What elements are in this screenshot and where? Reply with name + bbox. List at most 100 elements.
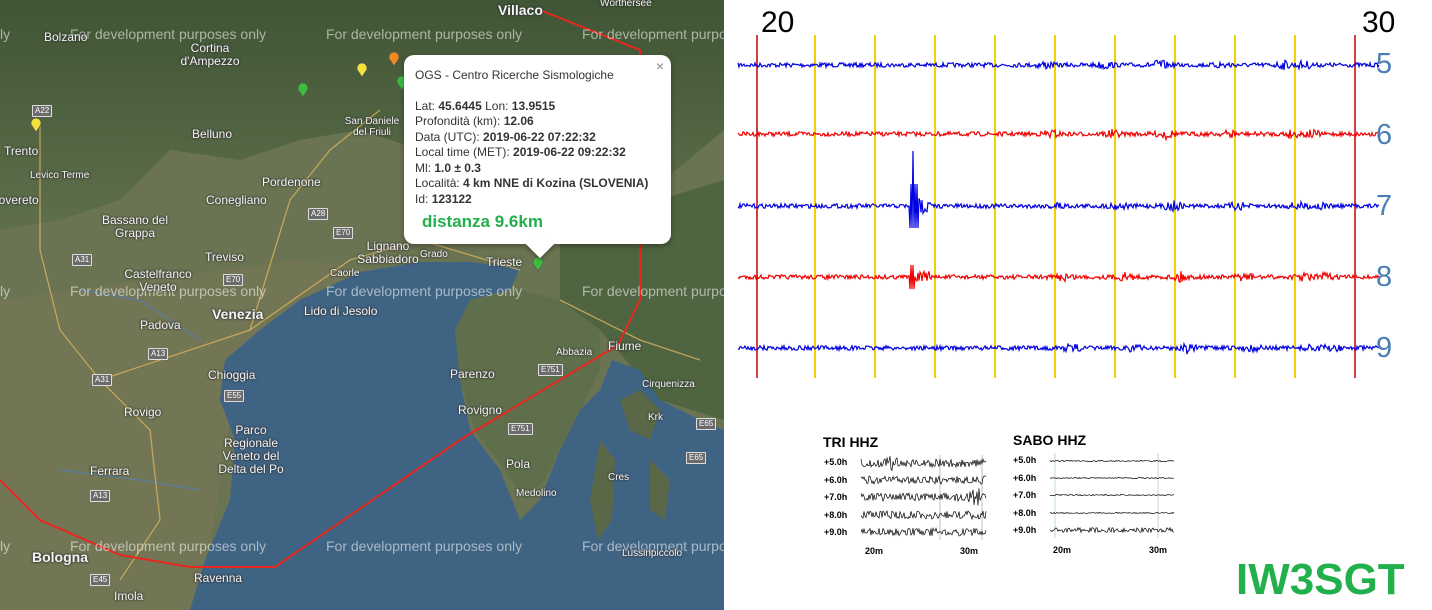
place-label: Bolzano — [44, 30, 88, 44]
road-shield: E70 — [223, 274, 244, 286]
place-label: Krk — [648, 412, 663, 423]
watermark: For development purposes only — [582, 538, 724, 554]
watermark: For development purposes only — [326, 283, 523, 299]
place-label: Lido di Jesolo — [304, 304, 378, 318]
road-shield: A28 — [308, 208, 329, 220]
place-label: Rovigno — [458, 403, 503, 417]
mini-trace — [860, 475, 986, 485]
place-label: Cortina d'Ampezzo — [180, 41, 240, 68]
local-label: Local time (MET): — [415, 145, 510, 159]
place-label: Venezia — [212, 306, 264, 322]
mini-trace — [1049, 459, 1175, 463]
road-shield: A31 — [72, 254, 93, 266]
popup-date: Data (UTC): 2019-06-22 07:22:32 — [415, 130, 661, 146]
road-shield: A13 — [90, 490, 111, 502]
seismic-trace — [737, 58, 1380, 71]
lat-label: Lat: — [415, 98, 436, 113]
map-view[interactable]: For development purposes only For develo… — [0, 0, 724, 610]
mini-row-label: +5.0h — [824, 457, 848, 467]
mini-trace — [860, 509, 987, 521]
place-label: Lignano Sabbiadoro — [357, 239, 419, 266]
lon-value: 13.9515 — [511, 98, 556, 113]
loc-value: 4 km NNE di Kozina (SLOVENIA) — [463, 176, 649, 190]
road-shield: E55 — [224, 390, 245, 402]
marker-pin-icon[interactable] — [356, 62, 368, 78]
id-label: Id: — [415, 191, 429, 206]
mini-row-label: +9.0h — [1013, 525, 1037, 535]
lat-value: 45.6445 — [438, 98, 482, 113]
watermark: For development purposes only — [70, 26, 267, 42]
mini-plots — [860, 453, 1175, 540]
place-label: Imola — [114, 589, 144, 603]
seismic-trace — [737, 264, 1380, 290]
lon-label: Lon: — [485, 98, 509, 113]
place-label: Castelfranco Veneto — [124, 267, 192, 294]
date-label: Data (UTC): — [415, 129, 480, 144]
place-label: Belluno — [192, 127, 233, 141]
place-label: Cres — [608, 472, 630, 483]
marker-pin-icon[interactable] — [297, 82, 309, 98]
popup-depth: Profondità (km): 12.06 — [415, 114, 661, 130]
place-label: Grado — [420, 249, 448, 260]
seismic-trace — [737, 150, 1380, 229]
mini-row-label: +5.0h — [1013, 455, 1037, 465]
id-value: 123122 — [431, 191, 472, 206]
place-label: San Daniele del Friuli — [344, 116, 400, 138]
popup-magnitude: Ml: 1.0 ± 0.3 — [415, 161, 661, 177]
ml-value: 1.0 ± 0.3 — [434, 160, 481, 175]
place-label: Ravenna — [194, 571, 243, 585]
popup-location: Località: 4 km NNE di Kozina (SLOVENIA) — [415, 176, 661, 192]
road-shield: A13 — [148, 348, 169, 360]
place-label: Parenzo — [450, 367, 495, 381]
place-label: Cirquenizza — [642, 379, 695, 390]
station-callsign: IW3SGT — [1236, 555, 1405, 604]
mini-trace — [1049, 526, 1175, 534]
mini-trace — [860, 456, 987, 472]
mini-row-label: +7.0h — [1013, 490, 1037, 500]
popup-coordinates: Lat: 45.6445 Lon: 13.9515 — [415, 99, 661, 115]
watermark: For development purposes only — [0, 26, 11, 42]
mini-axis-label: 30m — [1149, 545, 1168, 555]
road-shield: E65 — [686, 452, 707, 464]
mini-row-label: +8.0h — [824, 510, 848, 520]
watermark: For development purposes only — [0, 538, 11, 554]
mini-trace — [860, 488, 987, 506]
road-shield: E65 — [696, 418, 717, 430]
road-shield: E70 — [333, 227, 354, 239]
event-info-popup: × OGS - Centro Ricerche Sismologiche Lat… — [404, 55, 671, 259]
place-label: Abbazia — [556, 347, 593, 358]
trace-hour-label: 5 — [1376, 48, 1393, 80]
road-shield: A31 — [92, 374, 113, 386]
depth-value: 12.06 — [503, 114, 534, 128]
place-label: Ferrara — [90, 464, 130, 478]
road-shield: E45 — [90, 574, 111, 586]
place-label: Medolino — [516, 488, 557, 499]
mini-axis-label: 20m — [1053, 545, 1072, 555]
watermark: For development purposes only — [326, 26, 523, 42]
mini-row-label: +7.0h — [824, 492, 848, 502]
place-label: Conegliano — [206, 193, 267, 207]
mini-plot-title: TRI HHZ — [823, 434, 879, 450]
earthquake-marker-icon[interactable] — [532, 256, 544, 272]
place-label: Trieste — [486, 255, 523, 269]
mini-row-label: +8.0h — [1013, 508, 1037, 518]
seismic-trace — [737, 341, 1380, 355]
trace-hour-label: 9 — [1376, 332, 1393, 364]
depth-label: Profondità (km): — [415, 114, 501, 128]
watermark: For development purposes only — [70, 283, 267, 299]
mini-plot-title: SABO HHZ — [1013, 432, 1087, 448]
place-label: Villaco — [498, 2, 543, 18]
place-label: Levico Terme — [30, 170, 90, 181]
place-label: Wörthersee — [600, 0, 652, 9]
place-label: Treviso — [205, 250, 244, 264]
road-shield: E751 — [538, 364, 563, 376]
place-label: Pordenone — [262, 175, 321, 189]
marker-pin-icon[interactable] — [388, 51, 400, 67]
helicorder-plot — [737, 35, 1380, 378]
place-label: Chioggia — [208, 368, 256, 382]
place-label: Fiume — [608, 339, 642, 353]
place-label: Caorle — [330, 268, 360, 279]
marker-pin-icon[interactable] — [30, 117, 42, 133]
popup-close-icon[interactable]: × — [655, 58, 664, 74]
date-value: 2019-06-22 07:22:32 — [483, 129, 596, 144]
